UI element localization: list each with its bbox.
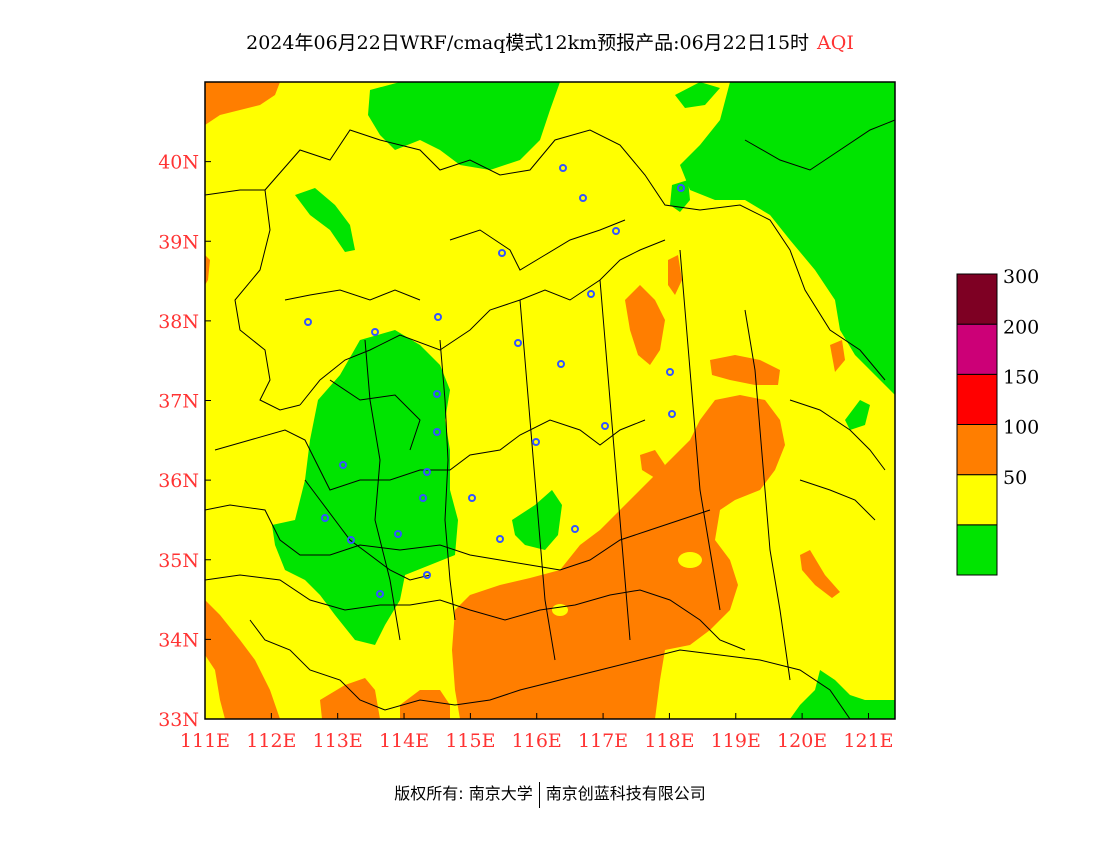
footer-separator [538, 781, 540, 808]
city-marker [587, 290, 595, 298]
y-axis: 33N 34N 35N 36N 37N 38N 39N 40N [158, 152, 211, 731]
orange-region-36n-small [640, 450, 665, 478]
city-marker [347, 536, 355, 544]
x-tick-label: 114E [379, 730, 429, 752]
orange-region-east-sliver [830, 340, 845, 372]
city-marker [433, 390, 441, 398]
city-marker [668, 410, 676, 418]
green-region-southeast [790, 670, 895, 719]
city-marker [371, 328, 379, 336]
colorbar: 50 100 150 200 300 [956, 266, 1039, 576]
orange-region-east-patch [710, 355, 780, 385]
x-tick-label: 119E [711, 730, 761, 752]
green-region-central [512, 490, 562, 550]
x-tick-label: 113E [313, 730, 363, 752]
y-tick-label: 39N [158, 231, 199, 253]
orange-region-southeast-strip [800, 550, 840, 598]
city-markers [304, 164, 685, 598]
city-marker [419, 494, 427, 502]
city-marker [339, 461, 347, 469]
city-marker [423, 468, 431, 476]
orange-region-37n [625, 285, 665, 365]
x-tick-label: 117E [578, 730, 628, 752]
colorbar-swatch [956, 424, 998, 476]
orange-region-south [452, 395, 785, 719]
title-variable: AQI [817, 32, 854, 54]
city-marker [496, 535, 504, 543]
city-marker [579, 194, 587, 202]
colorbar-label: 150 [1003, 367, 1039, 389]
city-marker [559, 164, 567, 172]
footer-company: 南京创蓝科技有限公司 [545, 784, 706, 803]
colorbar-label: 50 [1003, 467, 1027, 489]
city-marker [376, 590, 384, 598]
y-tick-label: 33N [158, 709, 199, 731]
orange-region-southwest [205, 600, 280, 719]
boundary-lines [205, 119, 895, 719]
city-marker [557, 360, 565, 368]
city-marker [468, 494, 476, 502]
x-tick-label: 116E [512, 730, 562, 752]
city-marker [514, 339, 522, 347]
green-region-north [368, 82, 560, 170]
city-marker [304, 318, 312, 326]
colorbar-swatch [956, 273, 998, 325]
colorbar-label: 200 [1003, 316, 1039, 338]
green-region-central-west [272, 330, 458, 645]
y-tick-label: 34N [158, 629, 199, 651]
aqi-field [205, 82, 895, 719]
x-tick-label: 120E [777, 730, 827, 752]
colorbar-swatch [956, 524, 998, 576]
orange-region-south-small-2 [400, 690, 450, 719]
city-marker [532, 438, 540, 446]
x-tick-label: 112E [246, 730, 296, 752]
city-marker [394, 530, 402, 538]
orange-region-west-edge [205, 255, 210, 285]
city-marker [612, 227, 620, 235]
city-marker [498, 249, 506, 257]
colorbar-swatch [956, 323, 998, 375]
colorbar-label: 100 [1003, 417, 1039, 439]
city-marker [601, 422, 609, 430]
y-tick-label: 40N [158, 152, 199, 174]
colorbar-swatch [956, 474, 998, 526]
orange-region-northwest [205, 82, 280, 125]
green-region-northwest-blob [295, 188, 355, 252]
x-tick-label: 115E [445, 730, 495, 752]
footer: 版权所有: 南京大学 南京创蓝科技有限公司 [0, 780, 1100, 808]
green-region-north-small [675, 82, 720, 108]
x-axis: 111E 112E 113E 114E 115E 116E 117E 118E 119E 120E… [180, 713, 894, 752]
y-tick-label: 35N [158, 550, 199, 572]
city-marker [434, 313, 442, 321]
city-marker [677, 184, 685, 192]
x-tick-label: 111E [180, 730, 230, 752]
green-region-east-coast [845, 400, 870, 430]
y-tick-label: 36N [158, 470, 199, 492]
yellow-hole-2 [552, 604, 568, 616]
y-tick-label: 37N [158, 391, 199, 413]
page-title: 2024年06月22日WRF/cmaq模式12km预报产品:06月22日15时 A… [0, 28, 1100, 55]
city-marker [433, 428, 441, 436]
x-tick-label: 121E [843, 730, 893, 752]
title-main: 2024年06月22日WRF/cmaq模式12km预报产品:06月22日15时 [246, 32, 810, 54]
x-tick-label: 118E [644, 730, 694, 752]
orange-region-south-small [320, 678, 380, 719]
green-region-northeast [680, 82, 895, 395]
city-marker [571, 525, 579, 533]
orange-region-38n-strip [668, 255, 682, 295]
yellow-hole-1 [678, 552, 702, 568]
city-marker [423, 571, 431, 579]
footer-copyright: 版权所有: 南京大学 [394, 784, 533, 803]
city-marker [321, 514, 329, 522]
y-tick-label: 38N [158, 311, 199, 333]
colorbar-label: 300 [1003, 266, 1039, 288]
colorbar-swatch [956, 373, 998, 426]
city-marker [666, 368, 674, 376]
